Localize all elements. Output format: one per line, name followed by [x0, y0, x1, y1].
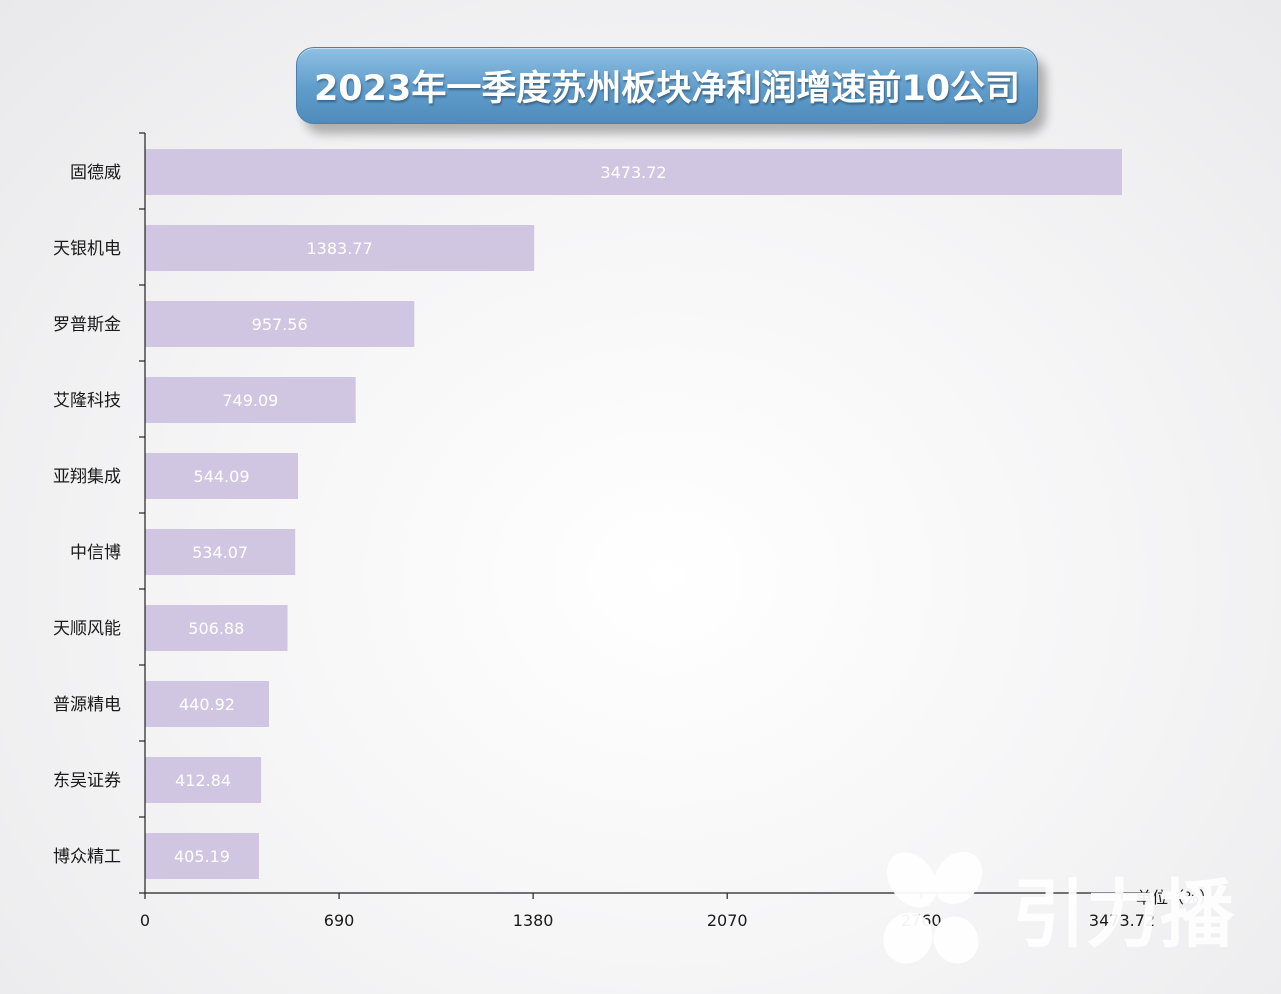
chart-title: 2023年一季度苏州板块净利润增速前10公司 [313, 69, 1021, 109]
category-label: 艾隆科技 [53, 391, 121, 411]
bars-layer: 3473.72 1383.77 957.56 749.09 544.09 534.07 50… [145, 149, 1122, 879]
category-label: 天银机电 [53, 239, 121, 259]
watermark-text: 引力播 [1012, 872, 1235, 958]
x-tick-label: 0 [140, 911, 150, 930]
bar-value-label: 534.07 [192, 543, 248, 562]
category-label: 博众精工 [53, 847, 121, 867]
bar [145, 605, 288, 651]
bar-value-label: 440.92 [179, 695, 235, 714]
category-label: 固德威 [70, 163, 121, 183]
chart-title-banner: 2023年一季度苏州板块净利润增速前10公司 [296, 47, 1038, 124]
bar-value-label: 749.09 [222, 391, 278, 410]
bar [145, 453, 299, 499]
bar-value-label: 544.09 [194, 467, 250, 486]
bar [145, 833, 259, 879]
category-label: 天顺风能 [53, 619, 121, 639]
bar-value-label: 3473.72 [600, 163, 666, 182]
x-tick-label: 2070 [707, 911, 748, 930]
category-label: 罗普斯金 [53, 315, 121, 335]
bar [145, 757, 262, 803]
category-label: 中信博 [70, 543, 121, 563]
bar [145, 149, 1122, 195]
bar-value-label: 506.88 [188, 619, 244, 638]
petal-logo-icon [883, 851, 983, 964]
category-label: 亚翔集成 [53, 467, 121, 487]
category-label: 普源精电 [53, 695, 121, 715]
bar-value-label: 1383.77 [307, 239, 373, 258]
bar [145, 377, 356, 423]
bar [145, 681, 270, 727]
watermark: 引力播 [883, 851, 1235, 964]
x-tick-label: 690 [324, 911, 355, 930]
bar-value-label: 957.56 [252, 315, 308, 334]
x-tick-label: 1380 [513, 911, 554, 930]
unit-label: 单位（%） [1136, 888, 1216, 907]
bar [145, 225, 535, 271]
bar [145, 301, 415, 347]
bar-value-label: 405.19 [174, 847, 230, 866]
bar [145, 529, 296, 575]
bar-value-label: 412.84 [175, 771, 231, 790]
category-label: 东吴证券 [53, 771, 121, 791]
x-tick-label: 3473.72 [1089, 911, 1155, 930]
